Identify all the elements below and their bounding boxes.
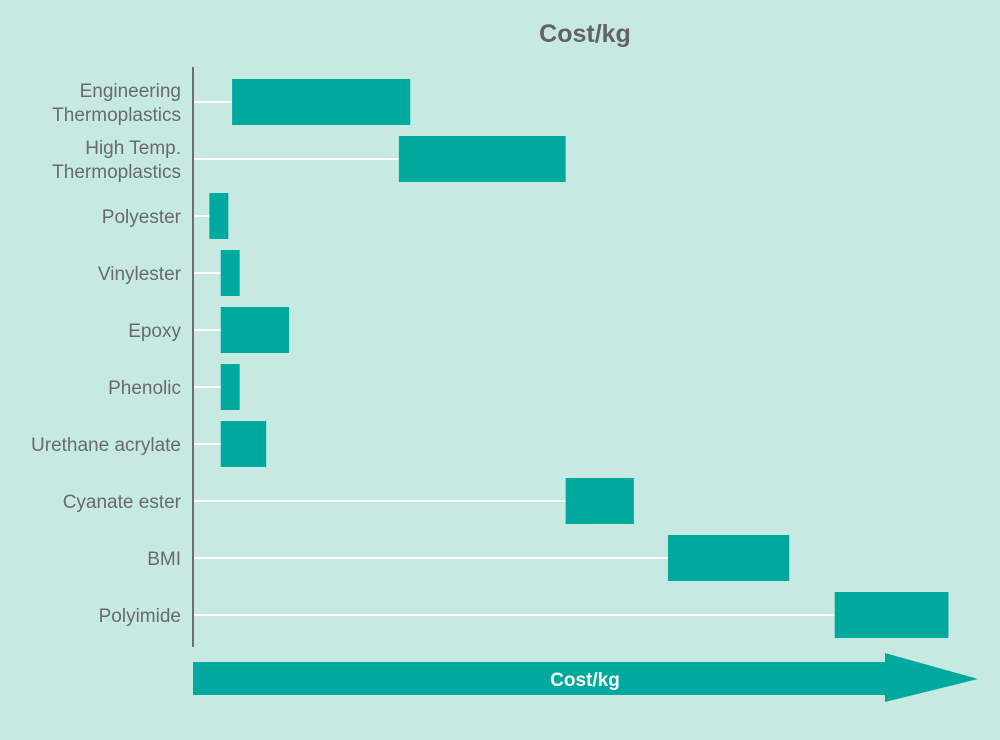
- bar-urethane-acrylate: [220, 421, 267, 467]
- category-label-cyanate-ester: Cyanate ester: [63, 492, 182, 513]
- bar-polyimide: [834, 592, 949, 638]
- x-axis-arrow: [193, 653, 978, 702]
- category-label-polyester: Polyester: [102, 207, 182, 228]
- category-label-high-temp-thermoplastics: High Temp. Thermoplastics: [52, 138, 181, 183]
- category-label-urethane-acrylate: Urethane acrylate: [31, 435, 181, 456]
- category-label-polyimide: Polyimide: [99, 606, 181, 627]
- bar-bmi: [667, 535, 790, 581]
- bar-epoxy: [220, 307, 289, 353]
- bar-phenolic: [220, 364, 240, 410]
- category-label-bmi: BMI: [147, 549, 181, 570]
- category-label-phenolic: Phenolic: [108, 378, 181, 399]
- range-bars: [209, 79, 949, 638]
- bar-polyester: [209, 193, 229, 239]
- bar-cyanate-ester: [565, 478, 634, 524]
- category-label-vinylester: Vinylester: [98, 264, 182, 285]
- bar-vinylester: [220, 250, 240, 296]
- bar-high-temp-thermoplastics: [398, 136, 566, 182]
- category-labels: Engineering Thermoplastics High Temp. Therm…: [31, 81, 182, 627]
- bar-engineering-thermoplastics: [232, 79, 411, 125]
- category-label-engineering-thermoplastics: Engineering Thermoplastics: [52, 81, 181, 126]
- category-label-epoxy: Epoxy: [128, 321, 181, 342]
- x-axis-label: Cost/kg: [550, 670, 620, 691]
- guide-lines: [193, 101, 835, 616]
- chart-title: Cost/kg: [539, 20, 631, 48]
